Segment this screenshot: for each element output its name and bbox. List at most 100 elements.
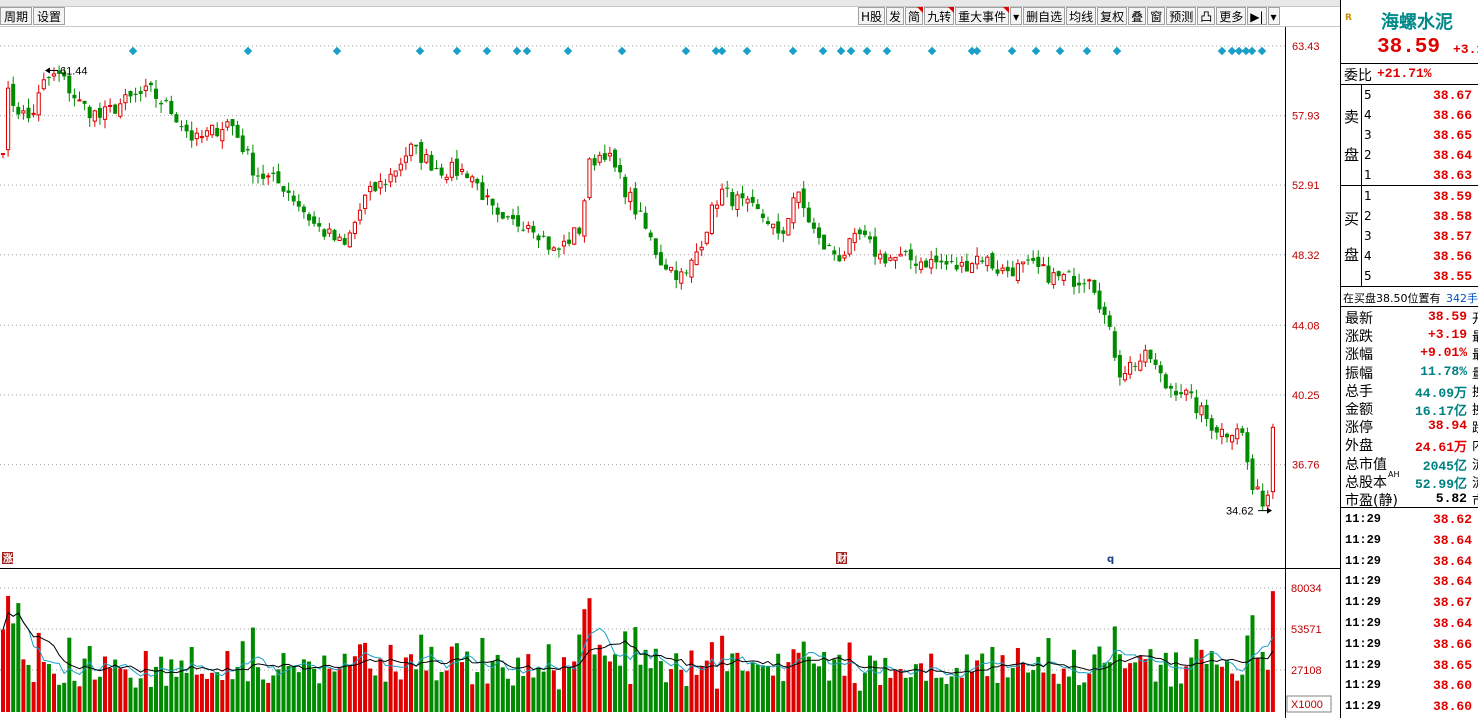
volume-bar <box>628 683 633 712</box>
sell-level-num: 5 <box>1364 88 1372 102</box>
volume-bar <box>567 667 572 712</box>
toolbar-button-7[interactable]: 均线 <box>1066 7 1097 25</box>
event-tag-label: 财 <box>836 552 847 565</box>
toolbar-button-2[interactable]: 简 <box>905 7 924 25</box>
buy-level-1[interactable]: 1 38.59 <box>1341 187 1478 207</box>
sell-level-1[interactable]: 1 38.63 <box>1341 166 1478 186</box>
volume-bar <box>500 667 505 712</box>
volume-bar <box>230 679 235 712</box>
candle-body <box>480 182 485 201</box>
period-button[interactable]: 周期 <box>0 7 33 25</box>
price-axis-label: 44.08 <box>1292 320 1320 332</box>
weibi-row: 委比 +21.71% <box>1341 64 1478 84</box>
volume-bar <box>562 657 566 712</box>
volume-bar <box>368 668 373 712</box>
volume-bar <box>1005 677 1010 712</box>
toolbar-button-13[interactable]: 更多 <box>1216 7 1247 25</box>
candle-body <box>1260 490 1265 507</box>
candle-body <box>235 124 240 138</box>
volume-bar <box>113 659 118 712</box>
volume-bar <box>602 655 607 712</box>
buy-level-4[interactable]: 4 38.56 <box>1341 247 1478 267</box>
candle-body <box>903 250 908 252</box>
toolbar-button-1[interactable]: 发 <box>886 7 905 25</box>
sell-level-5[interactable]: 5 38.67 <box>1341 86 1478 106</box>
toolbar-button-0[interactable]: H股 <box>858 7 886 25</box>
stat-suffix: 流 <box>1472 454 1478 473</box>
candle-body <box>1102 306 1107 315</box>
toolbar-button-11[interactable]: 预测 <box>1166 7 1197 25</box>
settings-button[interactable]: 设置 <box>33 7 66 25</box>
sell-level-2[interactable]: 2 38.64 <box>1341 146 1478 166</box>
toolbar-button-14[interactable]: ▶| <box>1247 7 1267 25</box>
candle-body <box>857 229 862 235</box>
candle-body <box>572 227 577 245</box>
buy-level-5[interactable]: 5 38.55 <box>1341 267 1478 287</box>
stat-value: 38.94 <box>1427 418 1467 434</box>
volume-bar <box>521 675 526 712</box>
sell-level-3[interactable]: 3 38.65 <box>1341 126 1478 146</box>
volume-bar <box>118 668 123 712</box>
volume-bar <box>868 655 872 712</box>
volume-bar <box>454 643 459 712</box>
volume-bar <box>373 675 378 712</box>
candle-body <box>434 168 439 170</box>
tick-row: 11:29 38.60 <box>1341 676 1478 696</box>
candle-body <box>684 272 689 274</box>
last-price: 38.59 <box>1377 36 1441 59</box>
toolbar-button-10[interactable]: 窗 <box>1147 7 1166 25</box>
volume-bar <box>261 679 266 712</box>
toolbar-button-5[interactable]: ▾ <box>1010 7 1023 25</box>
candle-body <box>878 253 883 260</box>
volume-bar <box>424 670 429 712</box>
buy-level-num: 5 <box>1364 269 1372 283</box>
volume-bar <box>189 647 194 712</box>
volume-bar <box>1174 652 1178 712</box>
volume-bar <box>934 677 939 712</box>
toolbar-button-12[interactable]: 凸 <box>1197 7 1216 25</box>
tick-price: 38.67 <box>1433 595 1473 611</box>
candle-body <box>597 154 602 163</box>
volume-bar <box>669 669 674 712</box>
event-marker-icon <box>1007 46 1017 56</box>
stat-label: 涨停 <box>1345 420 1373 437</box>
candle-body <box>1199 405 1204 416</box>
candle-body <box>837 255 842 262</box>
candle-body <box>261 173 266 179</box>
toolbar-button-3[interactable]: 九转 <box>924 7 955 25</box>
candle-body <box>1112 331 1117 358</box>
volume-bar <box>378 658 383 712</box>
volume-bar <box>944 684 949 712</box>
toolbar-button-4[interactable]: 重大事件 <box>955 7 1010 25</box>
stat-row: 涨停 38.94 跌 <box>1341 417 1478 437</box>
volume-bar <box>67 637 72 712</box>
candle-body <box>643 212 648 229</box>
candle-body <box>1015 263 1020 281</box>
candle-body <box>1066 271 1071 273</box>
volume-bar <box>337 668 342 712</box>
event-marker-icon <box>742 46 752 56</box>
candle-body <box>1005 266 1010 272</box>
buy-level-2[interactable]: 2 38.58 <box>1341 207 1478 227</box>
top-menu-strip <box>0 0 1340 7</box>
toolbar-button-6[interactable]: 删自选 <box>1023 7 1066 25</box>
candle-body <box>1026 259 1031 261</box>
candle-body <box>138 91 143 94</box>
candle-body <box>133 93 138 95</box>
event-marker-icon <box>128 46 138 56</box>
volume-bar <box>536 668 541 712</box>
volume-bar <box>740 670 745 712</box>
order-notice[interactable]: 在买盘38.50位置有 342手 <box>1341 288 1478 306</box>
toolbar-button-8[interactable]: 复权 <box>1097 7 1128 25</box>
toolbar-button-15[interactable]: ▾ <box>1267 7 1280 25</box>
buy-level-3[interactable]: 3 38.57 <box>1341 227 1478 247</box>
candle-body <box>1097 290 1102 310</box>
stat-label: 振幅 <box>1345 365 1373 382</box>
toolbar-button-9[interactable]: 叠 <box>1128 7 1147 25</box>
kline-chart[interactable]: 63.43 57.93 52.91 48.32 44.08 40.25 36.76 80034… <box>0 26 1340 718</box>
tick-price: 38.64 <box>1433 532 1473 548</box>
volume-bar <box>730 653 735 712</box>
volume-bar <box>745 671 750 712</box>
sell-level-4[interactable]: 4 38.66 <box>1341 106 1478 126</box>
volume-bar <box>1138 655 1143 712</box>
